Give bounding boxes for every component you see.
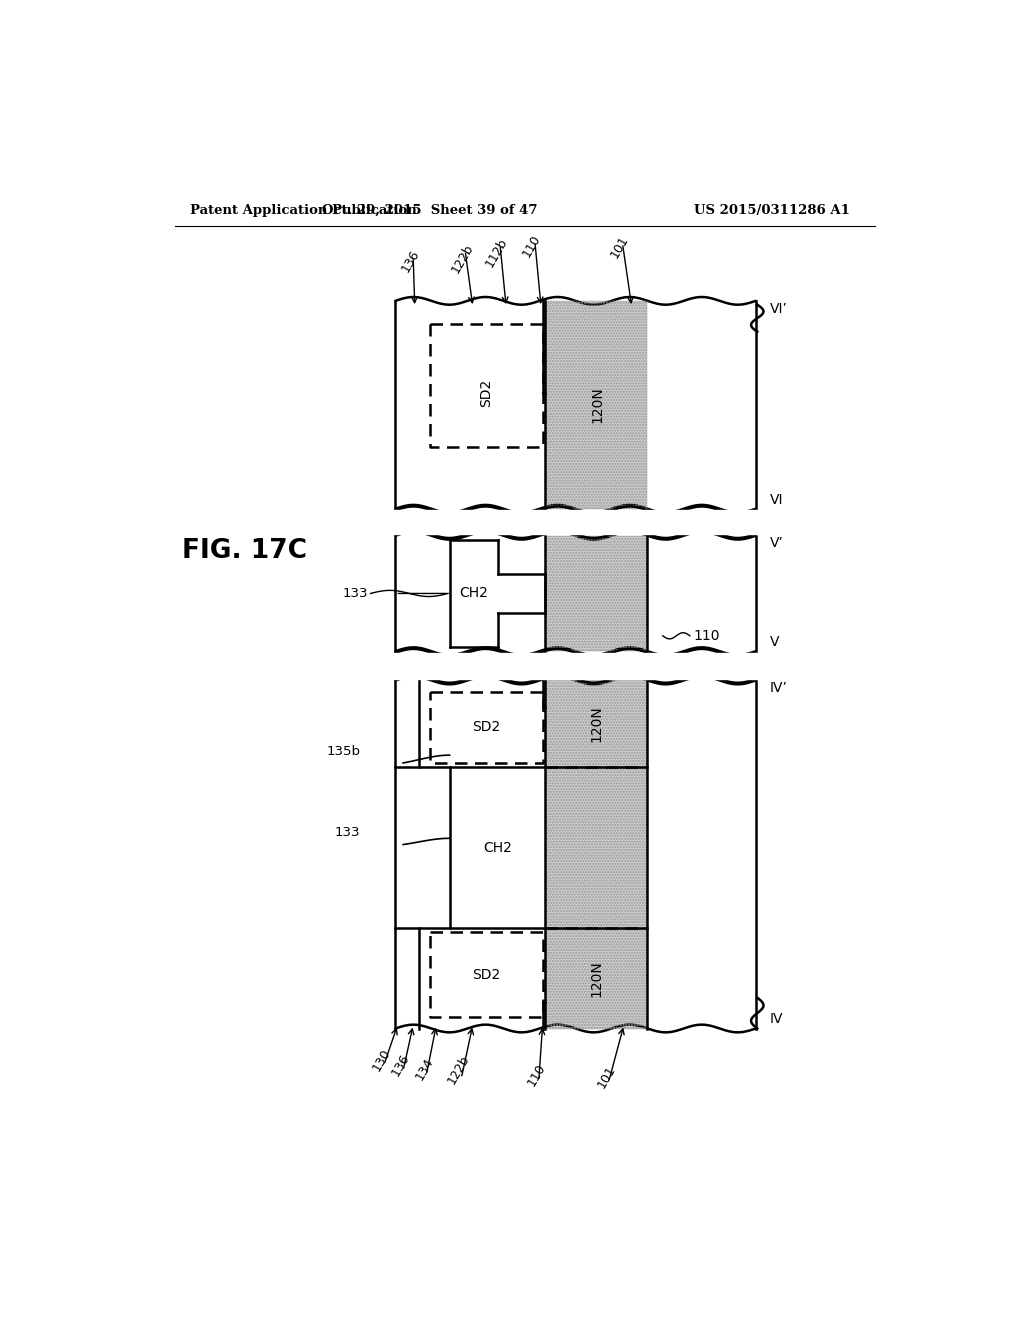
Text: 136: 136 [389, 1052, 413, 1078]
Text: 110: 110 [520, 232, 544, 260]
Text: 136: 136 [398, 248, 422, 275]
Text: 101: 101 [608, 234, 631, 261]
Text: SD2: SD2 [472, 968, 501, 982]
FancyBboxPatch shape [545, 301, 647, 508]
Text: VI: VI [770, 492, 783, 507]
Text: V’: V’ [770, 536, 783, 550]
Text: 110: 110 [525, 1061, 548, 1089]
Text: Patent Application Publication: Patent Application Publication [190, 205, 417, 218]
Text: 120N: 120N [591, 387, 604, 424]
Text: V: V [770, 635, 779, 649]
Text: 135b: 135b [327, 744, 360, 758]
Text: 122b: 122b [445, 1052, 472, 1086]
Text: IV’: IV’ [770, 681, 787, 696]
Text: 133: 133 [335, 825, 360, 838]
Text: 120N: 120N [589, 705, 603, 742]
FancyBboxPatch shape [545, 536, 647, 651]
FancyBboxPatch shape [545, 681, 647, 1028]
Text: CH2: CH2 [460, 586, 488, 601]
Text: 133: 133 [343, 587, 369, 601]
Text: 110: 110 [693, 628, 720, 643]
Text: 122b: 122b [449, 242, 475, 276]
Text: VI’: VI’ [770, 301, 787, 315]
Text: 130: 130 [370, 1045, 393, 1073]
Text: 134: 134 [413, 1056, 435, 1082]
Text: SD2: SD2 [479, 379, 494, 408]
Text: CH2: CH2 [483, 841, 512, 854]
Text: FIG. 17C: FIG. 17C [181, 539, 307, 564]
Text: US 2015/0311286 A1: US 2015/0311286 A1 [693, 205, 850, 218]
Text: 101: 101 [595, 1063, 617, 1090]
Text: SD2: SD2 [472, 721, 501, 734]
Text: 112b: 112b [483, 235, 510, 269]
Text: Oct. 29, 2015  Sheet 39 of 47: Oct. 29, 2015 Sheet 39 of 47 [323, 205, 538, 218]
Text: 120N: 120N [589, 960, 603, 997]
Text: IV: IV [770, 1012, 783, 1026]
